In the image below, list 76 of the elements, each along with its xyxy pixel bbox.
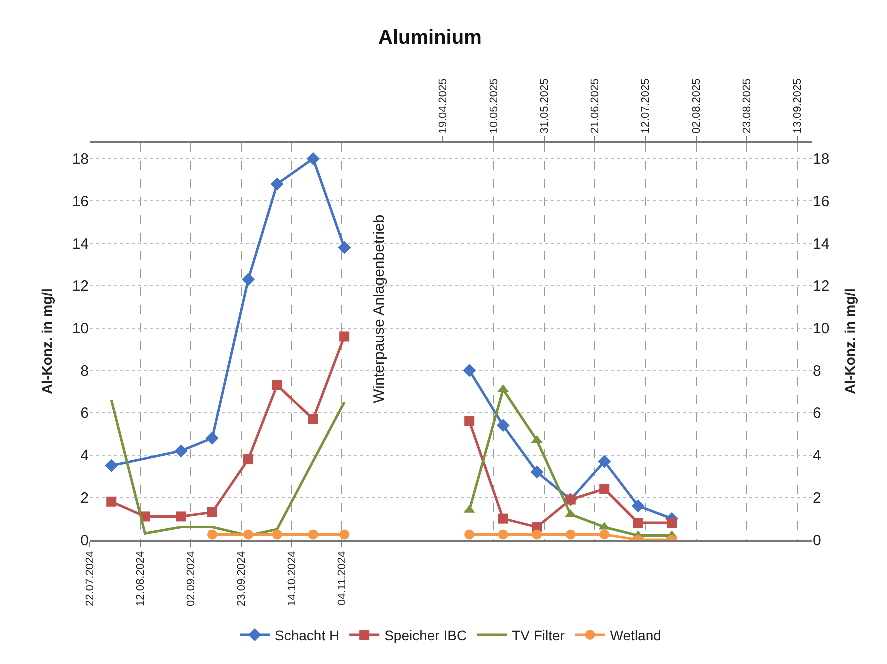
point: [667, 518, 678, 528]
y-tick-label: 10: [813, 320, 830, 338]
x-tick-label: 12.07.2025: [640, 78, 652, 134]
point: [242, 273, 256, 286]
y-axis-title: Al-Konz. in mg/l: [38, 288, 55, 394]
point: [174, 444, 188, 458]
y-tick-label: 18: [72, 151, 89, 168]
point: [600, 530, 610, 540]
point: [272, 380, 282, 390]
point: [463, 364, 476, 378]
point: [206, 432, 219, 445]
point: [306, 152, 320, 166]
legend-label: TV Filter: [512, 627, 566, 644]
y-tick-label: 12: [813, 278, 830, 296]
point: [244, 454, 254, 465]
point: [633, 518, 644, 528]
y-tick-label: 4: [80, 448, 89, 465]
y-tick-label: 14: [813, 236, 830, 253]
point: [532, 530, 542, 540]
y-tick-label: 16: [813, 193, 830, 210]
x-tick-label: 14.10.2024: [286, 551, 298, 606]
chart-title: Aluminium: [378, 26, 482, 49]
point: [207, 530, 218, 540]
x-tick-label: 21.06.2025: [590, 78, 602, 134]
point: [598, 455, 612, 468]
x-tick-label: 10.05.2025: [488, 78, 500, 134]
point: [632, 500, 645, 513]
legend-label: Schacht H: [275, 627, 340, 644]
point: [600, 484, 610, 494]
y-tick-label: 4: [813, 448, 822, 465]
y-tick-label: 0: [813, 532, 822, 550]
y-tick-label: 6: [813, 405, 822, 422]
y-tick-label: 0: [80, 532, 89, 550]
point: [338, 241, 352, 254]
y-tick-label: 16: [72, 193, 89, 210]
x-tick-label: 22.07.2024: [84, 551, 97, 606]
point: [498, 530, 508, 540]
point: [270, 178, 284, 191]
y-tick-label: 6: [80, 405, 89, 422]
y-tick-label: 12: [72, 278, 89, 296]
x-tick-label: 02.09.2024: [185, 551, 198, 606]
x-tick-label: 04.11.2024: [336, 551, 349, 606]
legend-label: Wetland: [610, 627, 662, 644]
x-tick-label: 19.04.2025: [438, 78, 450, 134]
y-tick-label: 2: [80, 490, 89, 507]
point: [340, 332, 350, 342]
point: [176, 512, 186, 522]
x-tick-label: 02.08.2025: [690, 78, 703, 134]
x-tick-label: 13.09.2025: [792, 78, 804, 134]
point: [207, 507, 218, 518]
y-tick-label: 18: [813, 151, 830, 168]
point: [530, 466, 544, 479]
point: [498, 514, 508, 524]
y-tick-label: 8: [80, 362, 89, 380]
point: [105, 459, 118, 472]
point: [244, 530, 254, 540]
point: [464, 416, 475, 426]
annotation: Winterpause Anlagenbetrieb: [370, 214, 388, 404]
x-tick-label: 31.05.2025: [538, 78, 551, 134]
y-axis-title: Al-Konz. in mg/l: [842, 288, 858, 394]
point: [308, 414, 318, 424]
legend-label: Speicher IBC: [384, 627, 468, 644]
x-tick-label: 23.09.2024: [236, 551, 248, 606]
x-tick-label: 23.08.2025: [741, 78, 754, 134]
y-tick-label: 14: [72, 236, 89, 253]
point: [340, 530, 350, 540]
point: [272, 530, 282, 540]
point: [566, 530, 576, 540]
x-tick-label: 12.08.2024: [135, 551, 148, 606]
y-tick-label: 2: [813, 490, 822, 507]
point: [496, 419, 510, 432]
point: [308, 530, 318, 540]
point: [106, 496, 117, 507]
y-tick-label: 10: [72, 320, 89, 338]
point: [464, 530, 475, 540]
y-tick-label: 8: [813, 362, 822, 380]
